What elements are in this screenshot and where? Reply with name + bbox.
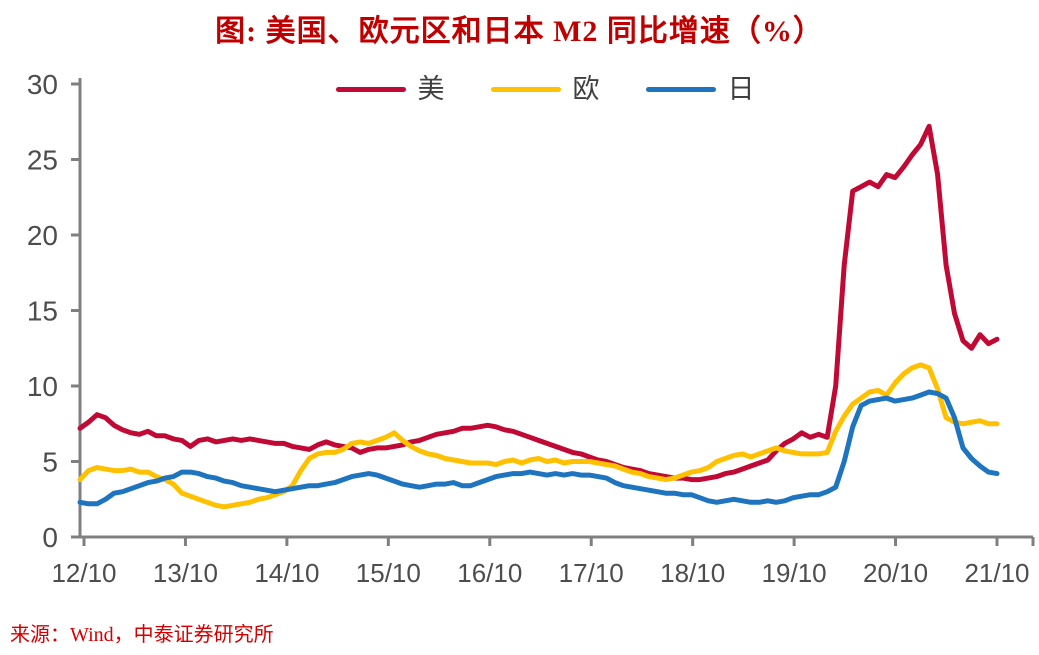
x-tick-label: 15/10 — [356, 558, 421, 588]
legend-line-swatch-eu — [490, 87, 561, 92]
legend-item-jp: 日 — [645, 74, 755, 104]
x-tick-label: 16/10 — [457, 558, 522, 588]
legend-line-swatch-jp — [645, 87, 716, 92]
x-tick-label: 20/10 — [863, 558, 928, 588]
x-tick-label: 17/10 — [559, 558, 624, 588]
x-tick-label: 14/10 — [254, 558, 319, 588]
y-tick-label: 15 — [27, 296, 58, 327]
x-tick-label: 19/10 — [762, 558, 827, 588]
legend-label-jp: 日 — [727, 74, 755, 104]
y-tick-label: 25 — [27, 145, 58, 176]
series-line-us — [77, 123, 1000, 483]
x-tick-label: 13/10 — [153, 558, 218, 588]
series-line-eu — [77, 362, 1000, 510]
chart-title: 图: 美国、欧元区和日本 M2 同比增速（%） — [215, 15, 824, 48]
legend-line-swatch-us — [335, 87, 406, 92]
y-tick-label: 0 — [42, 522, 58, 553]
legend-label-us: 美 — [417, 74, 445, 104]
x-tick-label: 12/10 — [51, 558, 116, 588]
x-tick-label: 21/10 — [964, 558, 1029, 588]
source-note: 来源：Wind，中泰证券研究所 — [10, 624, 274, 646]
legend: 美 欧 日 — [80, 76, 1010, 103]
y-tick-label: 5 — [42, 447, 58, 478]
legend-label-eu: 欧 — [572, 74, 600, 104]
y-tick-label: 20 — [27, 220, 58, 251]
legend-item-eu: 欧 — [490, 74, 600, 104]
legend-item-us: 美 — [335, 74, 445, 104]
y-tick-label: 30 — [27, 69, 58, 100]
y-tick-label: 10 — [27, 371, 58, 402]
series-line-jp — [77, 389, 1000, 507]
x-tick-label: 18/10 — [660, 558, 725, 588]
